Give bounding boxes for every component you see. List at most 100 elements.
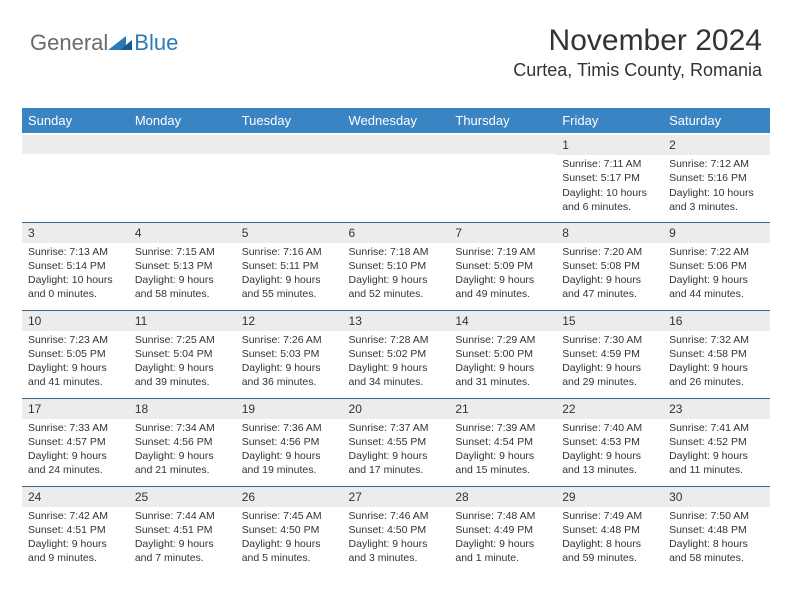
- daylight-line: Daylight: 9 hours: [562, 273, 657, 287]
- sunrise-line: Sunrise: 7:50 AM: [669, 509, 764, 523]
- daylight-line: Daylight: 9 hours: [135, 537, 230, 551]
- sunrise-line: Sunrise: 7:11 AM: [562, 157, 657, 171]
- calendar-day-cell: 27Sunrise: 7:46 AMSunset: 4:50 PMDayligh…: [343, 486, 450, 574]
- sunset-line: Sunset: 5:16 PM: [669, 171, 764, 185]
- calendar-day-cell: 28Sunrise: 7:48 AMSunset: 4:49 PMDayligh…: [449, 486, 556, 574]
- daylight-line: and 58 minutes.: [135, 287, 230, 301]
- day-number: 4: [129, 223, 236, 243]
- day-number: 26: [236, 487, 343, 507]
- day-details: Sunrise: 7:36 AMSunset: 4:56 PMDaylight:…: [236, 419, 343, 484]
- day-number-empty: [22, 135, 129, 154]
- day-number-empty: [129, 135, 236, 154]
- daylight-line: Daylight: 9 hours: [455, 449, 550, 463]
- daylight-line: Daylight: 9 hours: [455, 361, 550, 375]
- sunrise-line: Sunrise: 7:23 AM: [28, 333, 123, 347]
- day-details: Sunrise: 7:11 AMSunset: 5:17 PMDaylight:…: [556, 155, 663, 220]
- calendar-day-cell: 11Sunrise: 7:25 AMSunset: 5:04 PMDayligh…: [129, 310, 236, 398]
- day-number: 9: [663, 223, 770, 243]
- day-details: Sunrise: 7:19 AMSunset: 5:09 PMDaylight:…: [449, 243, 556, 308]
- day-number: 1: [556, 135, 663, 155]
- logo-triangle2-icon: [120, 40, 132, 50]
- day-number: 2: [663, 135, 770, 155]
- daylight-line: Daylight: 9 hours: [349, 273, 444, 287]
- day-number: 14: [449, 311, 556, 331]
- calendar-day-cell: 17Sunrise: 7:33 AMSunset: 4:57 PMDayligh…: [22, 398, 129, 486]
- daylight-line: Daylight: 9 hours: [28, 449, 123, 463]
- calendar-day-cell: [129, 134, 236, 222]
- calendar-day-cell: 12Sunrise: 7:26 AMSunset: 5:03 PMDayligh…: [236, 310, 343, 398]
- calendar-day-cell: [236, 134, 343, 222]
- calendar-day-cell: 26Sunrise: 7:45 AMSunset: 4:50 PMDayligh…: [236, 486, 343, 574]
- sunset-line: Sunset: 4:51 PM: [28, 523, 123, 537]
- day-number-empty: [449, 135, 556, 154]
- weekday-tuesday: Tuesday: [236, 108, 343, 134]
- sunset-line: Sunset: 4:56 PM: [135, 435, 230, 449]
- sunrise-line: Sunrise: 7:34 AM: [135, 421, 230, 435]
- calendar-day-cell: 1Sunrise: 7:11 AMSunset: 5:17 PMDaylight…: [556, 134, 663, 222]
- daylight-line: and 34 minutes.: [349, 375, 444, 389]
- day-number: 27: [343, 487, 450, 507]
- weekday-wednesday: Wednesday: [343, 108, 450, 134]
- sunrise-line: Sunrise: 7:19 AM: [455, 245, 550, 259]
- sunrise-line: Sunrise: 7:15 AM: [135, 245, 230, 259]
- day-details: Sunrise: 7:41 AMSunset: 4:52 PMDaylight:…: [663, 419, 770, 484]
- daylight-line: and 5 minutes.: [242, 551, 337, 565]
- day-number: 28: [449, 487, 556, 507]
- day-details: Sunrise: 7:30 AMSunset: 4:59 PMDaylight:…: [556, 331, 663, 396]
- daylight-line: Daylight: 10 hours: [562, 186, 657, 200]
- daylight-line: Daylight: 9 hours: [669, 361, 764, 375]
- sunrise-line: Sunrise: 7:12 AM: [669, 157, 764, 171]
- day-number: 8: [556, 223, 663, 243]
- weekday-monday: Monday: [129, 108, 236, 134]
- calendar-day-cell: 20Sunrise: 7:37 AMSunset: 4:55 PMDayligh…: [343, 398, 450, 486]
- day-details: Sunrise: 7:18 AMSunset: 5:10 PMDaylight:…: [343, 243, 450, 308]
- calendar-day-cell: 22Sunrise: 7:40 AMSunset: 4:53 PMDayligh…: [556, 398, 663, 486]
- weekday-sunday: Sunday: [22, 108, 129, 134]
- day-number: 21: [449, 399, 556, 419]
- day-number: 3: [22, 223, 129, 243]
- sunrise-line: Sunrise: 7:49 AM: [562, 509, 657, 523]
- daylight-line: and 41 minutes.: [28, 375, 123, 389]
- daylight-line: Daylight: 9 hours: [562, 361, 657, 375]
- sunrise-line: Sunrise: 7:37 AM: [349, 421, 444, 435]
- day-number: 23: [663, 399, 770, 419]
- weekday-saturday: Saturday: [663, 108, 770, 134]
- daylight-line: and 29 minutes.: [562, 375, 657, 389]
- calendar-week-row: 17Sunrise: 7:33 AMSunset: 4:57 PMDayligh…: [22, 398, 770, 486]
- day-number: 17: [22, 399, 129, 419]
- daylight-line: Daylight: 10 hours: [28, 273, 123, 287]
- sunset-line: Sunset: 5:14 PM: [28, 259, 123, 273]
- sunset-line: Sunset: 5:00 PM: [455, 347, 550, 361]
- day-details: Sunrise: 7:50 AMSunset: 4:48 PMDaylight:…: [663, 507, 770, 572]
- calendar-day-cell: 8Sunrise: 7:20 AMSunset: 5:08 PMDaylight…: [556, 222, 663, 310]
- day-details: Sunrise: 7:49 AMSunset: 4:48 PMDaylight:…: [556, 507, 663, 572]
- day-details: Sunrise: 7:13 AMSunset: 5:14 PMDaylight:…: [22, 243, 129, 308]
- day-number: 12: [236, 311, 343, 331]
- sunset-line: Sunset: 4:57 PM: [28, 435, 123, 449]
- day-details: Sunrise: 7:48 AMSunset: 4:49 PMDaylight:…: [449, 507, 556, 572]
- daylight-line: Daylight: 9 hours: [669, 273, 764, 287]
- daylight-line: Daylight: 9 hours: [135, 361, 230, 375]
- calendar-day-cell: [343, 134, 450, 222]
- calendar-day-cell: 4Sunrise: 7:15 AMSunset: 5:13 PMDaylight…: [129, 222, 236, 310]
- calendar-week-row: 10Sunrise: 7:23 AMSunset: 5:05 PMDayligh…: [22, 310, 770, 398]
- sunset-line: Sunset: 5:11 PM: [242, 259, 337, 273]
- daylight-line: and 24 minutes.: [28, 463, 123, 477]
- sunrise-line: Sunrise: 7:40 AM: [562, 421, 657, 435]
- logo: General Blue: [30, 30, 178, 56]
- day-details: Sunrise: 7:16 AMSunset: 5:11 PMDaylight:…: [236, 243, 343, 308]
- calendar-day-cell: 10Sunrise: 7:23 AMSunset: 5:05 PMDayligh…: [22, 310, 129, 398]
- sunrise-line: Sunrise: 7:45 AM: [242, 509, 337, 523]
- sunset-line: Sunset: 5:03 PM: [242, 347, 337, 361]
- calendar-day-cell: 18Sunrise: 7:34 AMSunset: 4:56 PMDayligh…: [129, 398, 236, 486]
- sunrise-line: Sunrise: 7:44 AM: [135, 509, 230, 523]
- sunset-line: Sunset: 5:10 PM: [349, 259, 444, 273]
- day-number: 7: [449, 223, 556, 243]
- daylight-line: Daylight: 9 hours: [28, 361, 123, 375]
- day-details: Sunrise: 7:39 AMSunset: 4:54 PMDaylight:…: [449, 419, 556, 484]
- sunset-line: Sunset: 4:52 PM: [669, 435, 764, 449]
- calendar-day-cell: [449, 134, 556, 222]
- day-number: 13: [343, 311, 450, 331]
- day-details: Sunrise: 7:45 AMSunset: 4:50 PMDaylight:…: [236, 507, 343, 572]
- calendar-day-cell: 5Sunrise: 7:16 AMSunset: 5:11 PMDaylight…: [236, 222, 343, 310]
